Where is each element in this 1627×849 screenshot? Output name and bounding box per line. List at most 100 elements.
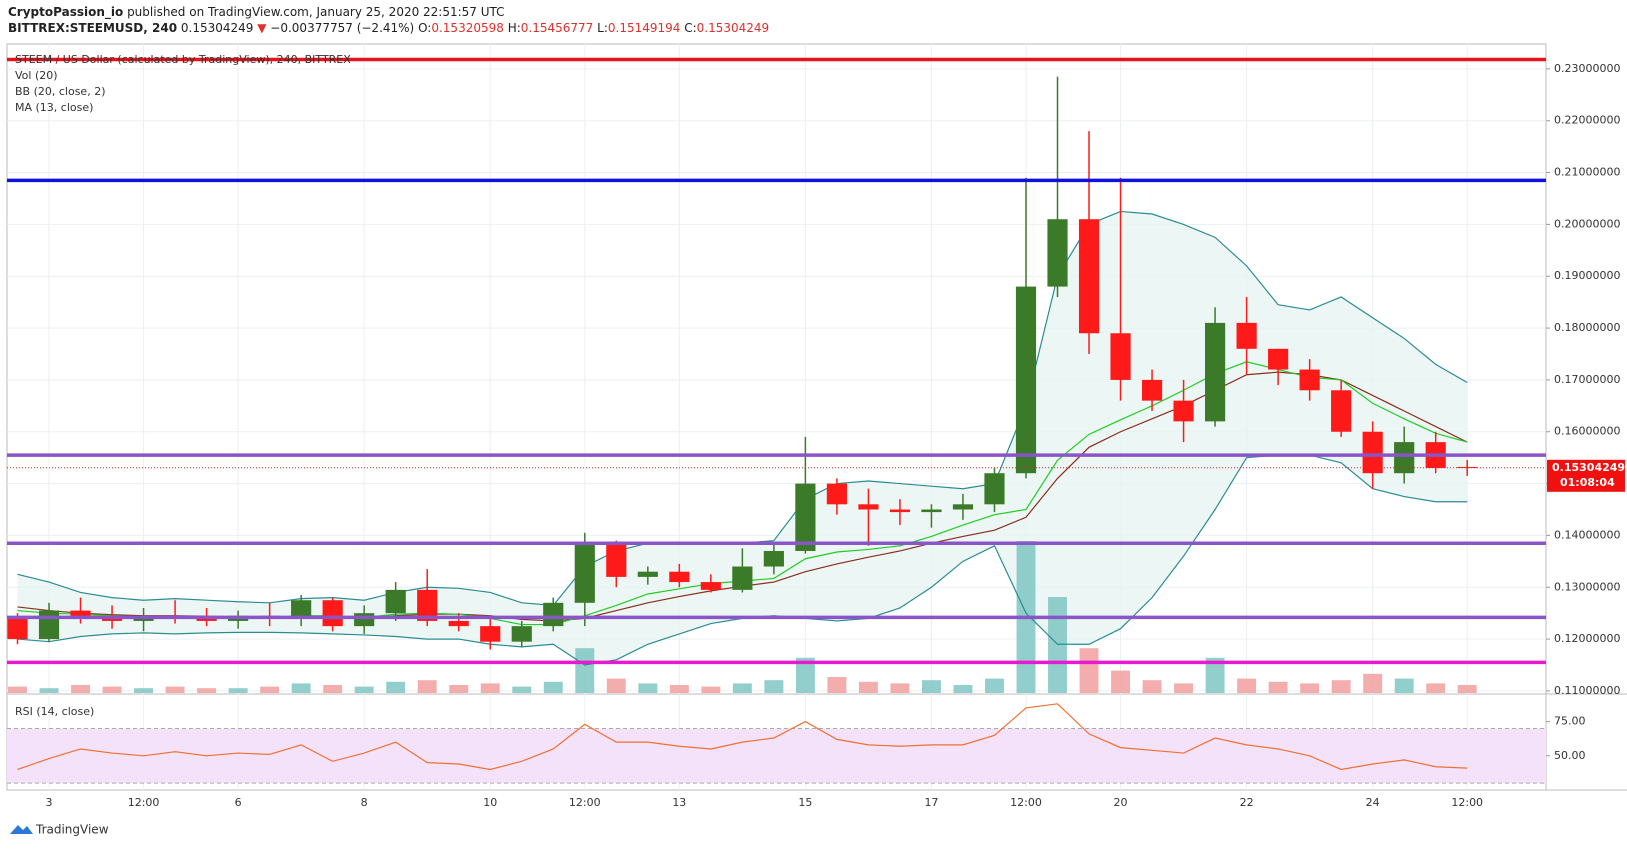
candle-body xyxy=(732,566,753,590)
volume-bar xyxy=(606,678,626,693)
y-tick-label: 0.14000000 xyxy=(1554,528,1620,541)
volume-bar xyxy=(1079,648,1099,693)
volume-bar xyxy=(417,680,437,693)
candle-body xyxy=(1078,219,1100,334)
y-tick-label: 75.00 xyxy=(1554,715,1586,728)
volume-bar xyxy=(890,683,910,693)
candle-body xyxy=(101,618,123,621)
candle-body xyxy=(952,504,974,510)
volume-bar xyxy=(543,681,563,693)
ohlc: O:0.15320598 H:0.15456777 L:0.15149194 C… xyxy=(418,21,769,35)
volume-bar xyxy=(480,683,500,693)
candle-body xyxy=(921,509,942,513)
legend-entry: MA (13, close) xyxy=(15,101,93,114)
x-tick-label: 12:00 xyxy=(569,796,601,809)
volume-bar xyxy=(669,685,689,693)
y-tick-label: 0.13000000 xyxy=(1554,580,1620,593)
header: CryptoPassion_io published on TradingVie… xyxy=(8,4,769,36)
price-tag: 0.15304249 xyxy=(1552,461,1625,474)
y-tick-label: 0.20000000 xyxy=(1554,217,1620,230)
legend-entry: STEEM / US Dollar (calculated by Trading… xyxy=(15,53,351,66)
volume-bar xyxy=(197,688,217,693)
y-tick-label: 0.23000000 xyxy=(1554,62,1620,75)
y-tick-label: 0.16000000 xyxy=(1554,425,1620,438)
countdown: 01:08:04 xyxy=(1560,476,1615,489)
header-line: BITTREX:STEEMUSD, 240 0.15304249 ▼ −0.00… xyxy=(8,20,769,36)
x-tick-label: 12:00 xyxy=(128,796,160,809)
ohlc-label: C: xyxy=(684,21,697,35)
candle-body xyxy=(984,473,1005,505)
volume-bar xyxy=(985,678,1004,693)
candle-body xyxy=(858,504,879,510)
y-tick-label: 0.12000000 xyxy=(1554,632,1620,645)
x-tick-label: 15 xyxy=(798,796,812,809)
candle-body xyxy=(1110,333,1131,380)
volume-bar xyxy=(1048,597,1067,693)
candle-body xyxy=(700,582,721,590)
candle-body xyxy=(196,618,217,621)
volume-bar xyxy=(732,683,752,693)
author[interactable]: CryptoPassion_io xyxy=(8,5,124,19)
candle-body xyxy=(1268,348,1289,370)
volume-bar xyxy=(354,686,374,693)
x-tick-label: 12:00 xyxy=(1010,796,1042,809)
volume-bar xyxy=(858,681,878,693)
volume-bar xyxy=(260,686,280,693)
candle-body xyxy=(543,602,564,627)
candle-body xyxy=(385,589,406,614)
logo xyxy=(10,825,33,834)
footer-text: TradingView xyxy=(35,823,109,837)
y-tick-label: 0.21000000 xyxy=(1554,166,1620,179)
candle-body xyxy=(574,543,595,603)
candle-body xyxy=(448,620,469,627)
x-tick-label: 13 xyxy=(672,796,686,809)
volume-bar xyxy=(165,686,185,693)
candle-body xyxy=(795,483,816,551)
volume-bar xyxy=(1331,680,1351,693)
volume-bar xyxy=(575,648,595,693)
volume-bar xyxy=(764,680,784,693)
candle-body xyxy=(1047,219,1068,287)
candle-body xyxy=(1299,369,1320,391)
candle-body xyxy=(70,610,91,619)
volume-bar xyxy=(102,686,122,693)
x-tick-label: 8 xyxy=(361,796,368,809)
y-tick-label: 0.22000000 xyxy=(1554,114,1620,127)
volume-bar xyxy=(134,688,154,693)
rsi-band xyxy=(7,728,1546,784)
ohlc-value: 0.15304249 xyxy=(696,21,770,35)
last: 0.15304249 xyxy=(180,21,254,35)
candle-body xyxy=(38,610,60,640)
y-tick-label: 0.19000000 xyxy=(1554,269,1620,282)
change: −0.00377757 (−2.41%) xyxy=(270,21,415,35)
volume-bar xyxy=(1394,678,1414,693)
x-tick-label: 24 xyxy=(1366,796,1380,809)
candle-body xyxy=(1141,379,1163,401)
candle-body xyxy=(1394,442,1415,474)
candle-body xyxy=(1236,322,1257,349)
volume-bar xyxy=(827,677,847,693)
volume-bar xyxy=(71,685,90,693)
ohlc-value: 0.15456777 xyxy=(520,21,594,35)
volume-bar xyxy=(39,688,59,693)
volume-bar xyxy=(638,683,658,693)
volume-bar xyxy=(449,685,469,693)
y-tick-label: 0.17000000 xyxy=(1554,373,1620,386)
volume-bar xyxy=(1142,680,1162,693)
volume-bar xyxy=(512,686,532,693)
volume-bar xyxy=(953,685,973,693)
candle-body xyxy=(637,571,658,577)
footer[interactable]: TradingView xyxy=(10,823,109,837)
volume-bar xyxy=(1268,681,1288,693)
volume-bar xyxy=(386,681,406,693)
candle-body xyxy=(669,571,690,583)
ohlc-value: 0.15149194 xyxy=(607,21,681,35)
volume-bar xyxy=(1426,683,1446,693)
volume-bar xyxy=(701,686,721,693)
candle-body xyxy=(417,589,438,621)
published: published on TradingView.com, January 25… xyxy=(127,5,505,19)
x-tick-label: 22 xyxy=(1240,796,1254,809)
y-tick-label: 0.11000000 xyxy=(1554,684,1620,697)
y-tick-label: 0.18000000 xyxy=(1554,321,1620,334)
